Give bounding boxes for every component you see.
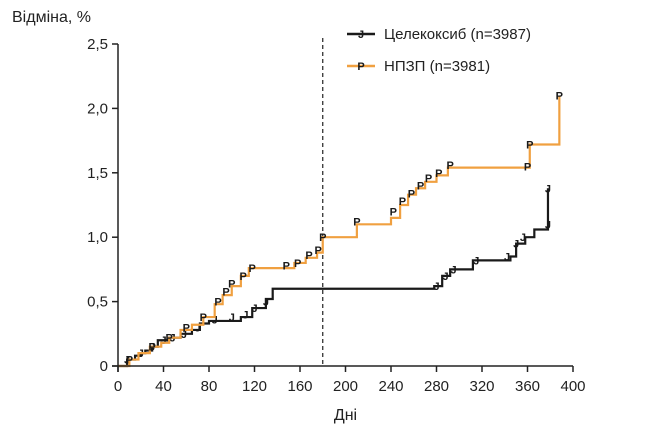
y-axis-title: Відміна, %: [12, 9, 91, 26]
censor-mark-0: J: [160, 335, 166, 347]
censor-mark-0: J: [181, 329, 187, 341]
axes-layer: Відміна, % Дні 0 0,5 1,0 1,5 2,0 2,5 0 40 80 120 1…: [12, 9, 586, 424]
censor-mark-0: J: [263, 297, 269, 309]
censor-mark-0: J: [520, 232, 526, 244]
censor-mark-1: P: [214, 297, 221, 309]
x-tick-label: 160: [287, 378, 312, 395]
censor-mark-0: J: [504, 252, 510, 264]
x-tick-label: 280: [424, 378, 449, 395]
x-axis-title: Дні: [334, 407, 357, 424]
censor-mark-1: P: [408, 188, 415, 200]
x-tick-label: 400: [560, 378, 585, 395]
censor-mark-0: J: [473, 255, 479, 267]
censor-mark-1: P: [390, 206, 397, 218]
legend: J Целекоксиб (n=3987) P НПЗП (n=3981): [347, 26, 531, 75]
censor-mark-1: P: [239, 271, 246, 283]
x-tick-label: 240: [378, 378, 403, 395]
censor-mark-0: J: [229, 312, 235, 324]
legend-item-nsaid: P НПЗП (n=3981): [347, 58, 490, 75]
censor-mark-1: P: [228, 279, 235, 291]
y-tick-label: 0: [100, 358, 108, 375]
legend-marker-celecoxib: J: [358, 29, 364, 41]
legend-marker-nsaid: P: [357, 61, 364, 73]
censor-mark-1: P: [524, 161, 531, 173]
x-tick-label: 0: [114, 378, 122, 395]
censor-mark-1: P: [183, 322, 190, 334]
censor-mark-0: J: [251, 303, 257, 315]
x-tick-label: 360: [515, 378, 540, 395]
censor-mark-1: P: [446, 160, 453, 172]
censor-mark-1: P: [417, 181, 424, 193]
censor-mark-1: P: [166, 333, 173, 345]
x-tick-label: 80: [201, 378, 218, 395]
censor-mark-1: P: [148, 342, 155, 354]
censor-mark-1: P: [283, 261, 290, 273]
x-tick-label: 40: [155, 378, 172, 395]
legend-label-celecoxib: Целекоксиб (n=3987): [384, 26, 531, 43]
censor-mark-0: J: [443, 271, 449, 283]
censor-mark-0: J: [195, 322, 201, 334]
censor-mark-1: P: [126, 355, 133, 367]
censor-mark-1: P: [319, 232, 326, 244]
censor-mark-1: P: [305, 250, 312, 262]
censor-mark-0: J: [451, 264, 457, 276]
legend-item-celecoxib: J Целекоксиб (n=3987): [347, 26, 531, 43]
y-tick-label: 1,0: [87, 229, 108, 246]
censor-mark-1: P: [315, 245, 322, 257]
censor-mark-1: P: [249, 263, 256, 275]
censor-mark-1: P: [425, 173, 432, 185]
legend-label-nsaid: НПЗП (n=3981): [384, 58, 490, 75]
censor-mark-1: P: [526, 139, 533, 151]
y-tick-label: 1,5: [87, 165, 108, 182]
censor-mark-0: J: [433, 281, 439, 293]
censor-mark-0: J: [124, 355, 130, 367]
censor-mark-1: P: [294, 258, 301, 270]
censor-mark-0: J: [242, 309, 248, 321]
y-tick-label: 2,5: [87, 36, 108, 53]
censor-mark-1: P: [399, 196, 406, 208]
censor-mark-0: J: [513, 239, 519, 251]
x-tick-label: 320: [469, 378, 494, 395]
censor-mark-1: P: [353, 217, 360, 229]
censor-mark-1: P: [200, 312, 207, 324]
series-line-1: [118, 95, 561, 368]
censor-mark-0: J: [212, 315, 218, 327]
y-tick-label: 0,5: [87, 294, 108, 311]
x-tick-label: 120: [242, 378, 267, 395]
censor-mark-1: P: [222, 286, 229, 298]
y-tick-label: 2,0: [87, 100, 108, 117]
censor-mark-0: J: [545, 183, 551, 195]
x-tick-label: 200: [333, 378, 358, 395]
censor-mark-0: J: [545, 219, 551, 231]
censor-mark-1: P: [435, 168, 442, 180]
censor-mark-1: P: [556, 91, 563, 103]
series-line-0: [118, 188, 550, 368]
